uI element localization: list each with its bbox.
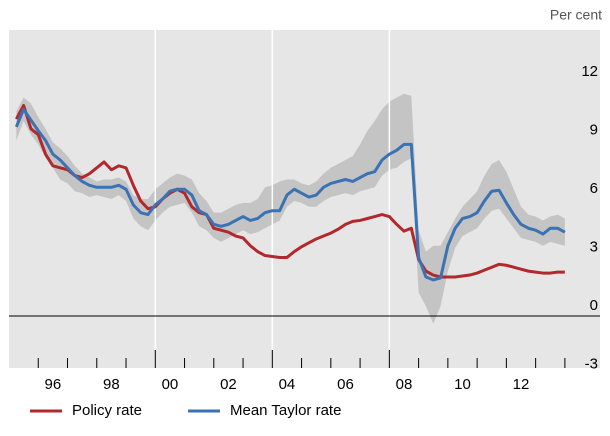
y-tick-label: 0 [590,297,598,314]
range-band [16,93,565,324]
x-tick-label: 04 [279,376,296,393]
legend-label: Mean Taylor rate [230,402,341,419]
y-tick-label: 9 [590,121,598,138]
y-tick-label: -3 [585,355,598,372]
x-tick-label: 10 [454,376,471,393]
y-tick-label: 6 [590,180,598,197]
y-unit-label: Per cent [550,7,602,23]
x-tick-label: 96 [45,376,62,393]
x-tick-label: 08 [396,376,413,393]
legend-label: Policy rate [72,402,142,419]
y-tick-label: 3 [590,238,598,255]
x-tick-label: 02 [220,376,237,393]
x-tick-label: 12 [513,376,530,393]
x-tick-label: 06 [337,376,354,393]
series-line [14,107,566,282]
x-tick-label: 98 [103,376,120,393]
series-line [14,103,565,279]
y-tick-label: 12 [581,63,598,80]
x-tick-label: 00 [162,376,179,393]
